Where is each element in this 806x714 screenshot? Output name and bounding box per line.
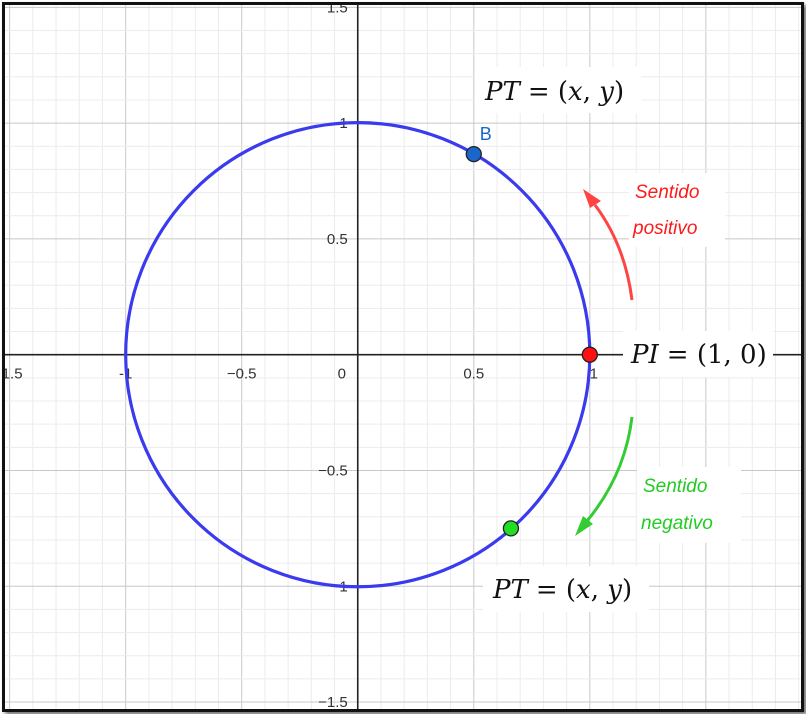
tick-labels: -1.5-1−0.500.511.510.5−0.5−1−1.5 [5, 5, 598, 709]
positive-label-line1: Sentido [635, 182, 699, 203]
point-label: B [480, 124, 492, 144]
unit-circle-plot: -1.5-1−0.500.511.510.5−0.5−1−1.5 B PT= (… [5, 5, 801, 709]
pi-label: PI = (1, 0) [630, 340, 767, 370]
x-tick-label: 0.5 [463, 366, 484, 383]
positive-direction-arrowhead [583, 189, 601, 208]
negative-direction-arrowhead [575, 516, 593, 536]
negative-label-bg [637, 467, 741, 543]
points: B [465, 124, 598, 537]
x-tick-label: 0 [338, 366, 346, 383]
point[interactable] [465, 145, 482, 163]
x-tick-label: -1.5 [5, 366, 23, 383]
pt-top-label: PT = (x, y) [484, 77, 624, 107]
y-tick-label: 0.5 [327, 231, 348, 248]
y-tick-label: −0.5 [318, 462, 348, 479]
positive-label-line2: positivo [632, 218, 697, 239]
positive-direction-arrow [593, 204, 634, 301]
pt-bottom-label-bg [483, 566, 649, 612]
pt-top-label-bg [475, 67, 641, 113]
x-tick-label: 1 [590, 366, 598, 383]
y-tick-label: 1.5 [327, 5, 348, 16]
negative-label-line1: Sentido [643, 476, 707, 497]
negative-label-line2: negativo [641, 513, 713, 534]
pt-bottom-label: PT = (x, y) [492, 575, 632, 605]
point[interactable] [581, 346, 598, 363]
y-tick-label: −1.5 [318, 694, 348, 709]
pi-label-bg [623, 331, 773, 377]
negative-direction-arrow [585, 416, 634, 522]
positive-label-bg [629, 173, 725, 247]
point[interactable] [502, 520, 520, 537]
x-tick-label: −0.5 [227, 366, 257, 383]
